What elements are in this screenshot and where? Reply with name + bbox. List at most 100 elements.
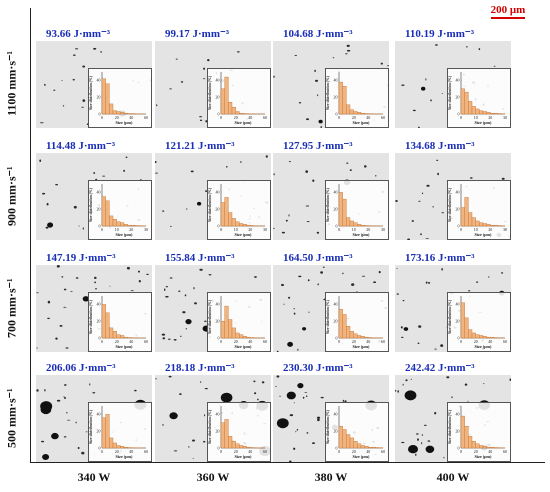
- inset-y-tick-label: 0: [336, 445, 338, 450]
- inset-x-tick-label: 30: [503, 227, 507, 232]
- histogram-bar: [123, 224, 128, 227]
- pore: [427, 282, 431, 284]
- pore: [170, 225, 172, 227]
- histogram-bar: [342, 198, 347, 227]
- inset-x-tick-label: 0: [460, 449, 462, 454]
- inset-y-axis-label: Size distribution (%): [89, 75, 93, 110]
- pore: [487, 276, 490, 278]
- pore: [140, 179, 142, 181]
- inset-x-tick-label: 40: [366, 339, 370, 344]
- histogram-bar: [486, 224, 491, 227]
- pore: [425, 281, 428, 284]
- pore: [312, 442, 315, 444]
- histogram-bar: [460, 415, 465, 449]
- histogram-bar: [338, 425, 343, 449]
- micrograph-panel-0-3: 110.19 J·mm⁻³ 0 10 20 30 0 20 40 Size (μm) Size d…: [395, 28, 511, 128]
- energy-density-label: 104.68 J·mm⁻³: [273, 28, 389, 41]
- pore: [305, 170, 308, 173]
- histogram-bar: [479, 222, 484, 227]
- histogram-bar: [246, 336, 251, 339]
- pore: [466, 46, 468, 48]
- pore: [261, 381, 265, 384]
- pore: [66, 419, 71, 421]
- micrograph-panel-3-1: 218.18 J·mm⁻³ 0 20 40 60 0 20 40 Size (μm) Size d…: [155, 362, 271, 462]
- inset-y-tick-label: 20: [216, 207, 220, 212]
- histogram-bar: [105, 414, 110, 449]
- inset-x-tick-label: 30: [144, 227, 148, 232]
- micrograph-panel-3-2: 230.30 J·mm⁻³ 0 20 40 60 0 20 40 Size (μm) Size d…: [273, 362, 389, 462]
- pore: [342, 399, 345, 402]
- pore: [254, 392, 257, 395]
- inset-y-tick-label: 20: [97, 95, 101, 100]
- pore: [425, 238, 429, 239]
- pore: [73, 205, 77, 209]
- histogram-bar: [224, 197, 229, 227]
- pore: [314, 69, 316, 72]
- pore: [397, 390, 399, 393]
- pore: [207, 59, 210, 62]
- pore: [184, 294, 187, 297]
- pore: [307, 279, 310, 282]
- pore: [47, 300, 51, 304]
- pore: [203, 67, 206, 70]
- bottom-axis-line: [30, 462, 545, 463]
- histogram-bar: [360, 112, 365, 115]
- pore: [204, 388, 208, 390]
- size-distribution-inset: [88, 402, 152, 462]
- histogram-bar: [364, 336, 369, 339]
- histogram-bar: [235, 332, 240, 339]
- pore: [346, 44, 350, 47]
- pore: [434, 412, 437, 415]
- pore: [208, 274, 212, 276]
- pore: [257, 398, 259, 401]
- pore: [478, 48, 481, 51]
- pore: [109, 285, 111, 287]
- pore: [182, 311, 186, 314]
- histogram-bar: [112, 442, 117, 449]
- histogram-bar: [120, 112, 125, 115]
- histogram-bar: [220, 202, 225, 227]
- pore: [204, 320, 207, 322]
- pore: [205, 190, 208, 192]
- micrograph-panel-1-1: 121.21 J·mm⁻³ 0 10 20 30 0 20 40 Size (μm) Size d…: [155, 140, 271, 240]
- pore: [427, 440, 431, 442]
- histogram-bar: [342, 429, 347, 449]
- histogram-bar: [468, 329, 473, 339]
- pore: [42, 192, 46, 195]
- inset-y-tick-label: 20: [216, 95, 220, 100]
- histogram-bar: [116, 221, 121, 227]
- inset-x-tick-label: 20: [352, 449, 356, 454]
- micrograph-panel-0-2: 104.68 J·mm⁻³ 0 20 40 60 0 20 40 Size (μm) Size d…: [273, 28, 389, 128]
- pore: [380, 62, 383, 65]
- pore: [315, 79, 318, 82]
- inset-x-tick-label: 10: [234, 227, 238, 232]
- inset-x-tick-label: 0: [338, 449, 340, 454]
- energy-density-label: 127.95 J·mm⁻³: [273, 140, 389, 153]
- inset-x-tick-label: 60: [144, 115, 148, 120]
- pore: [469, 177, 473, 179]
- pore: [276, 350, 279, 352]
- histogram-bar: [349, 109, 354, 115]
- histogram-bar: [486, 112, 491, 115]
- large-pore: [287, 341, 293, 347]
- histogram-bar: [364, 446, 369, 449]
- pore: [36, 347, 38, 349]
- energy-density-label: 155.84 J·mm⁻³: [155, 252, 271, 265]
- pore: [304, 392, 308, 393]
- histogram-bar: [228, 436, 233, 449]
- pore: [44, 389, 46, 392]
- inset-y-tick-label: 40: [334, 78, 338, 83]
- pore: [93, 172, 96, 174]
- pore: [441, 268, 443, 271]
- inset-y-tick-label: 40: [216, 302, 220, 307]
- large-pore: [82, 296, 90, 302]
- pore: [180, 81, 184, 83]
- inset-x-tick-label: 0: [101, 227, 103, 232]
- pore: [288, 214, 290, 217]
- histogram-bar: [131, 224, 136, 227]
- histogram-bar: [353, 111, 358, 115]
- pore: [421, 434, 424, 436]
- pore: [375, 175, 377, 177]
